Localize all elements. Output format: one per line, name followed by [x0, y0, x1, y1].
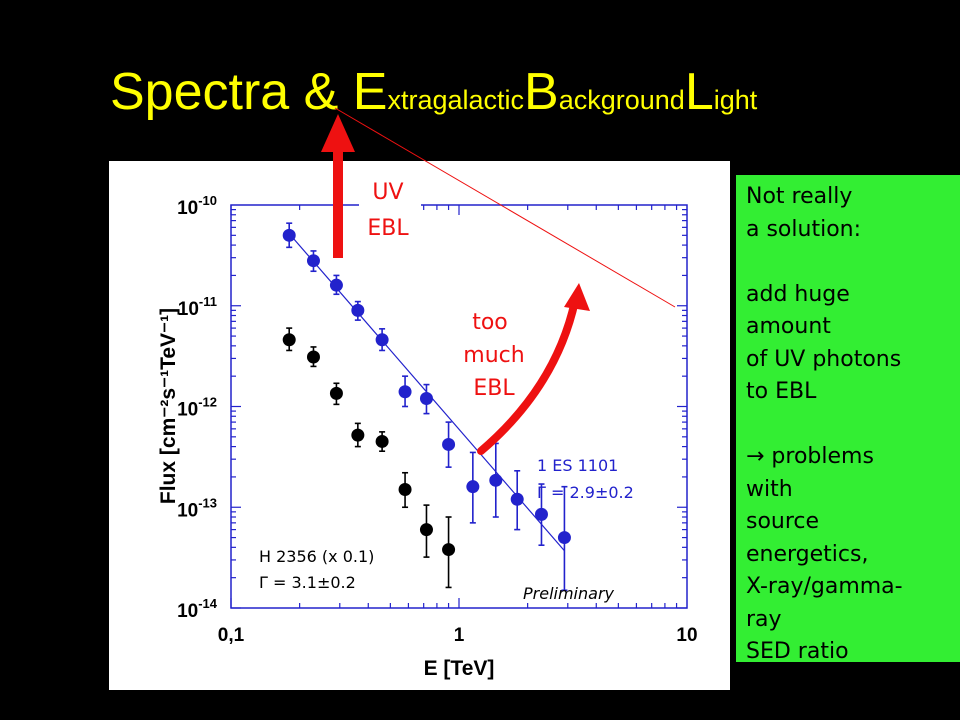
side-note-line: of UV photons — [746, 346, 902, 372]
data-point-h2356 — [375, 434, 389, 448]
too-much-ebl-label-line-3: EBL — [473, 376, 515, 401]
too-much-ebl-label: too much EBL — [463, 310, 524, 401]
title-part-background-cap: B — [524, 63, 559, 121]
x-tick-label: 10 — [676, 625, 697, 646]
title-prefix: Spectra & — [110, 63, 353, 121]
data-point-h2356 — [329, 386, 343, 400]
title-part-background-rest: ackground — [558, 85, 685, 115]
data-point-1es1101 — [398, 385, 412, 399]
title-part-extragalactic-rest: xtragalactic — [387, 85, 525, 115]
side-note-line: with — [746, 476, 793, 502]
data-point-h2356 — [419, 523, 433, 537]
side-note-line: X-ray/gamma- — [746, 574, 903, 599]
x-tick-label: 1 — [454, 625, 465, 646]
uv-ebl-label: UV EBL — [359, 176, 421, 242]
data-point-1es1101 — [419, 392, 433, 406]
axes-layer: 0,1 1 10 10-10 10-11 10-12 10-13 10-14 — [177, 193, 698, 646]
y-tick-label: 10-14 — [177, 596, 218, 622]
data-point-1es1101 — [534, 507, 548, 521]
y-tick-label: 10-13 — [177, 495, 217, 521]
curved-arrow-shaft — [477, 297, 579, 455]
title-part-extragalactic-cap: E — [352, 63, 388, 121]
side-note-line: energetics, — [746, 541, 869, 567]
data-point-1es1101 — [306, 254, 320, 268]
too-much-ebl-label-line-2: much — [463, 343, 524, 368]
title-part-light-cap: L — [684, 63, 714, 121]
y-axis-label: Flux [cm⁻²s⁻¹TeV⁻¹] — [157, 308, 180, 504]
side-note-line: Not really — [746, 184, 853, 209]
series-label-h2356-name: H 2356 (x 0.1) — [259, 547, 374, 566]
uv-ebl-label-line-2: EBL — [367, 216, 409, 241]
data-point-1es1101 — [489, 473, 503, 487]
plot-panel: 0,1 1 10 10-10 10-11 10-12 10-13 10-14 E [TeV] … — [109, 161, 730, 690]
data-point-1es1101 — [466, 480, 480, 494]
side-note-line: amount — [746, 314, 831, 339]
side-note-line: to EBL — [746, 379, 817, 404]
preliminary-watermark: Preliminary — [523, 584, 615, 603]
side-note-line — [746, 246, 950, 279]
side-note-line: add huge — [746, 281, 850, 307]
uv-ebl-label-line-1: UV — [372, 180, 403, 205]
data-point-h2356 — [442, 543, 456, 557]
series-label-1es1101-name: 1 ES 1101 — [537, 456, 618, 475]
data-point-1es1101 — [329, 278, 343, 292]
side-note-line — [746, 409, 950, 442]
y-tick-label: 10-12 — [177, 395, 217, 421]
side-note-line: a solution: — [746, 216, 862, 242]
side-note-line: → problems — [746, 444, 874, 469]
series-label-h2356-gamma: Γ = 3.1±0.2 — [259, 573, 356, 592]
title-part-light-rest: ight — [713, 85, 758, 115]
side-note: Not really a solution: add huge amount o… — [736, 175, 960, 664]
data-point-h2356 — [282, 333, 296, 347]
data-point-1es1101 — [351, 303, 365, 317]
y-tick-label: 10-11 — [178, 294, 217, 320]
side-note-line: ray — [746, 606, 782, 632]
curved-arrow-head — [564, 283, 590, 311]
data-point-1es1101 — [375, 333, 389, 347]
x-axis-label: E [TeV] — [424, 657, 495, 680]
series-label-h2356: H 2356 (x 0.1) Γ = 3.1±0.2 — [259, 547, 374, 592]
series-label-1es1101-gamma: Γ = 2.9±0.2 — [537, 483, 634, 502]
side-note-line: source — [746, 509, 820, 534]
too-much-ebl-label-line-1: too — [472, 310, 508, 335]
data-point-h2356 — [306, 350, 320, 364]
data-point-1es1101 — [557, 531, 571, 545]
side-note-line: SED ratio — [746, 639, 849, 664]
y-tick-label: 10-10 — [177, 193, 217, 219]
points-layer — [282, 222, 571, 592]
data-point-1es1101 — [510, 492, 524, 506]
data-point-1es1101 — [442, 437, 456, 451]
x-tick-label: 0,1 — [218, 625, 245, 646]
data-point-h2356 — [398, 483, 412, 497]
slide-title: Spectra & ExtragalacticBackgroundLight — [110, 62, 757, 130]
data-point-h2356 — [351, 428, 365, 442]
data-point-1es1101 — [282, 228, 296, 242]
series-label-1es1101: 1 ES 1101 Γ = 2.9±0.2 — [537, 456, 634, 502]
